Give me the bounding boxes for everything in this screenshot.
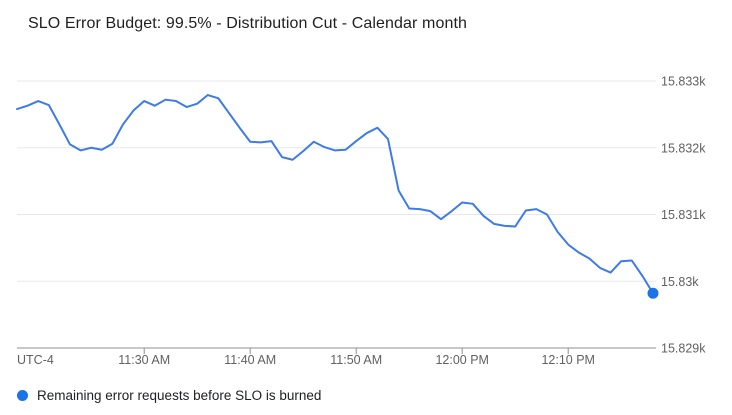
y-axis-tick-label: 15.831k [661,208,706,222]
series-line [16,94,654,295]
x-axis-tick-label: 11:50 AM [330,353,382,367]
y-axis-tick-label: 15.829k [661,342,706,356]
legend-series-label: Remaining error requests before SLO is b… [37,388,322,403]
x-axis-tick-label: 12:00 PM [435,353,489,367]
y-axis-tick-label: 15.83k [661,275,699,289]
x-axis-tick-label: 11:40 AM [224,353,276,367]
legend-item[interactable]: Remaining error requests before SLO is b… [17,388,321,403]
series-end-marker [647,287,659,299]
x-axis-tick-label: 11:30 AM [118,353,170,367]
chart-title: SLO Error Budget: 99.5% - Distribution C… [28,15,467,32]
y-axis-tick-label: 15.832k [661,141,706,155]
legend-series-dot-icon [17,390,28,401]
y-axis-tick-label: 15.833k [661,75,706,89]
utc-offset-label: UTC-4 [17,353,54,367]
x-axis-tick-label: 12:10 PM [541,353,595,367]
